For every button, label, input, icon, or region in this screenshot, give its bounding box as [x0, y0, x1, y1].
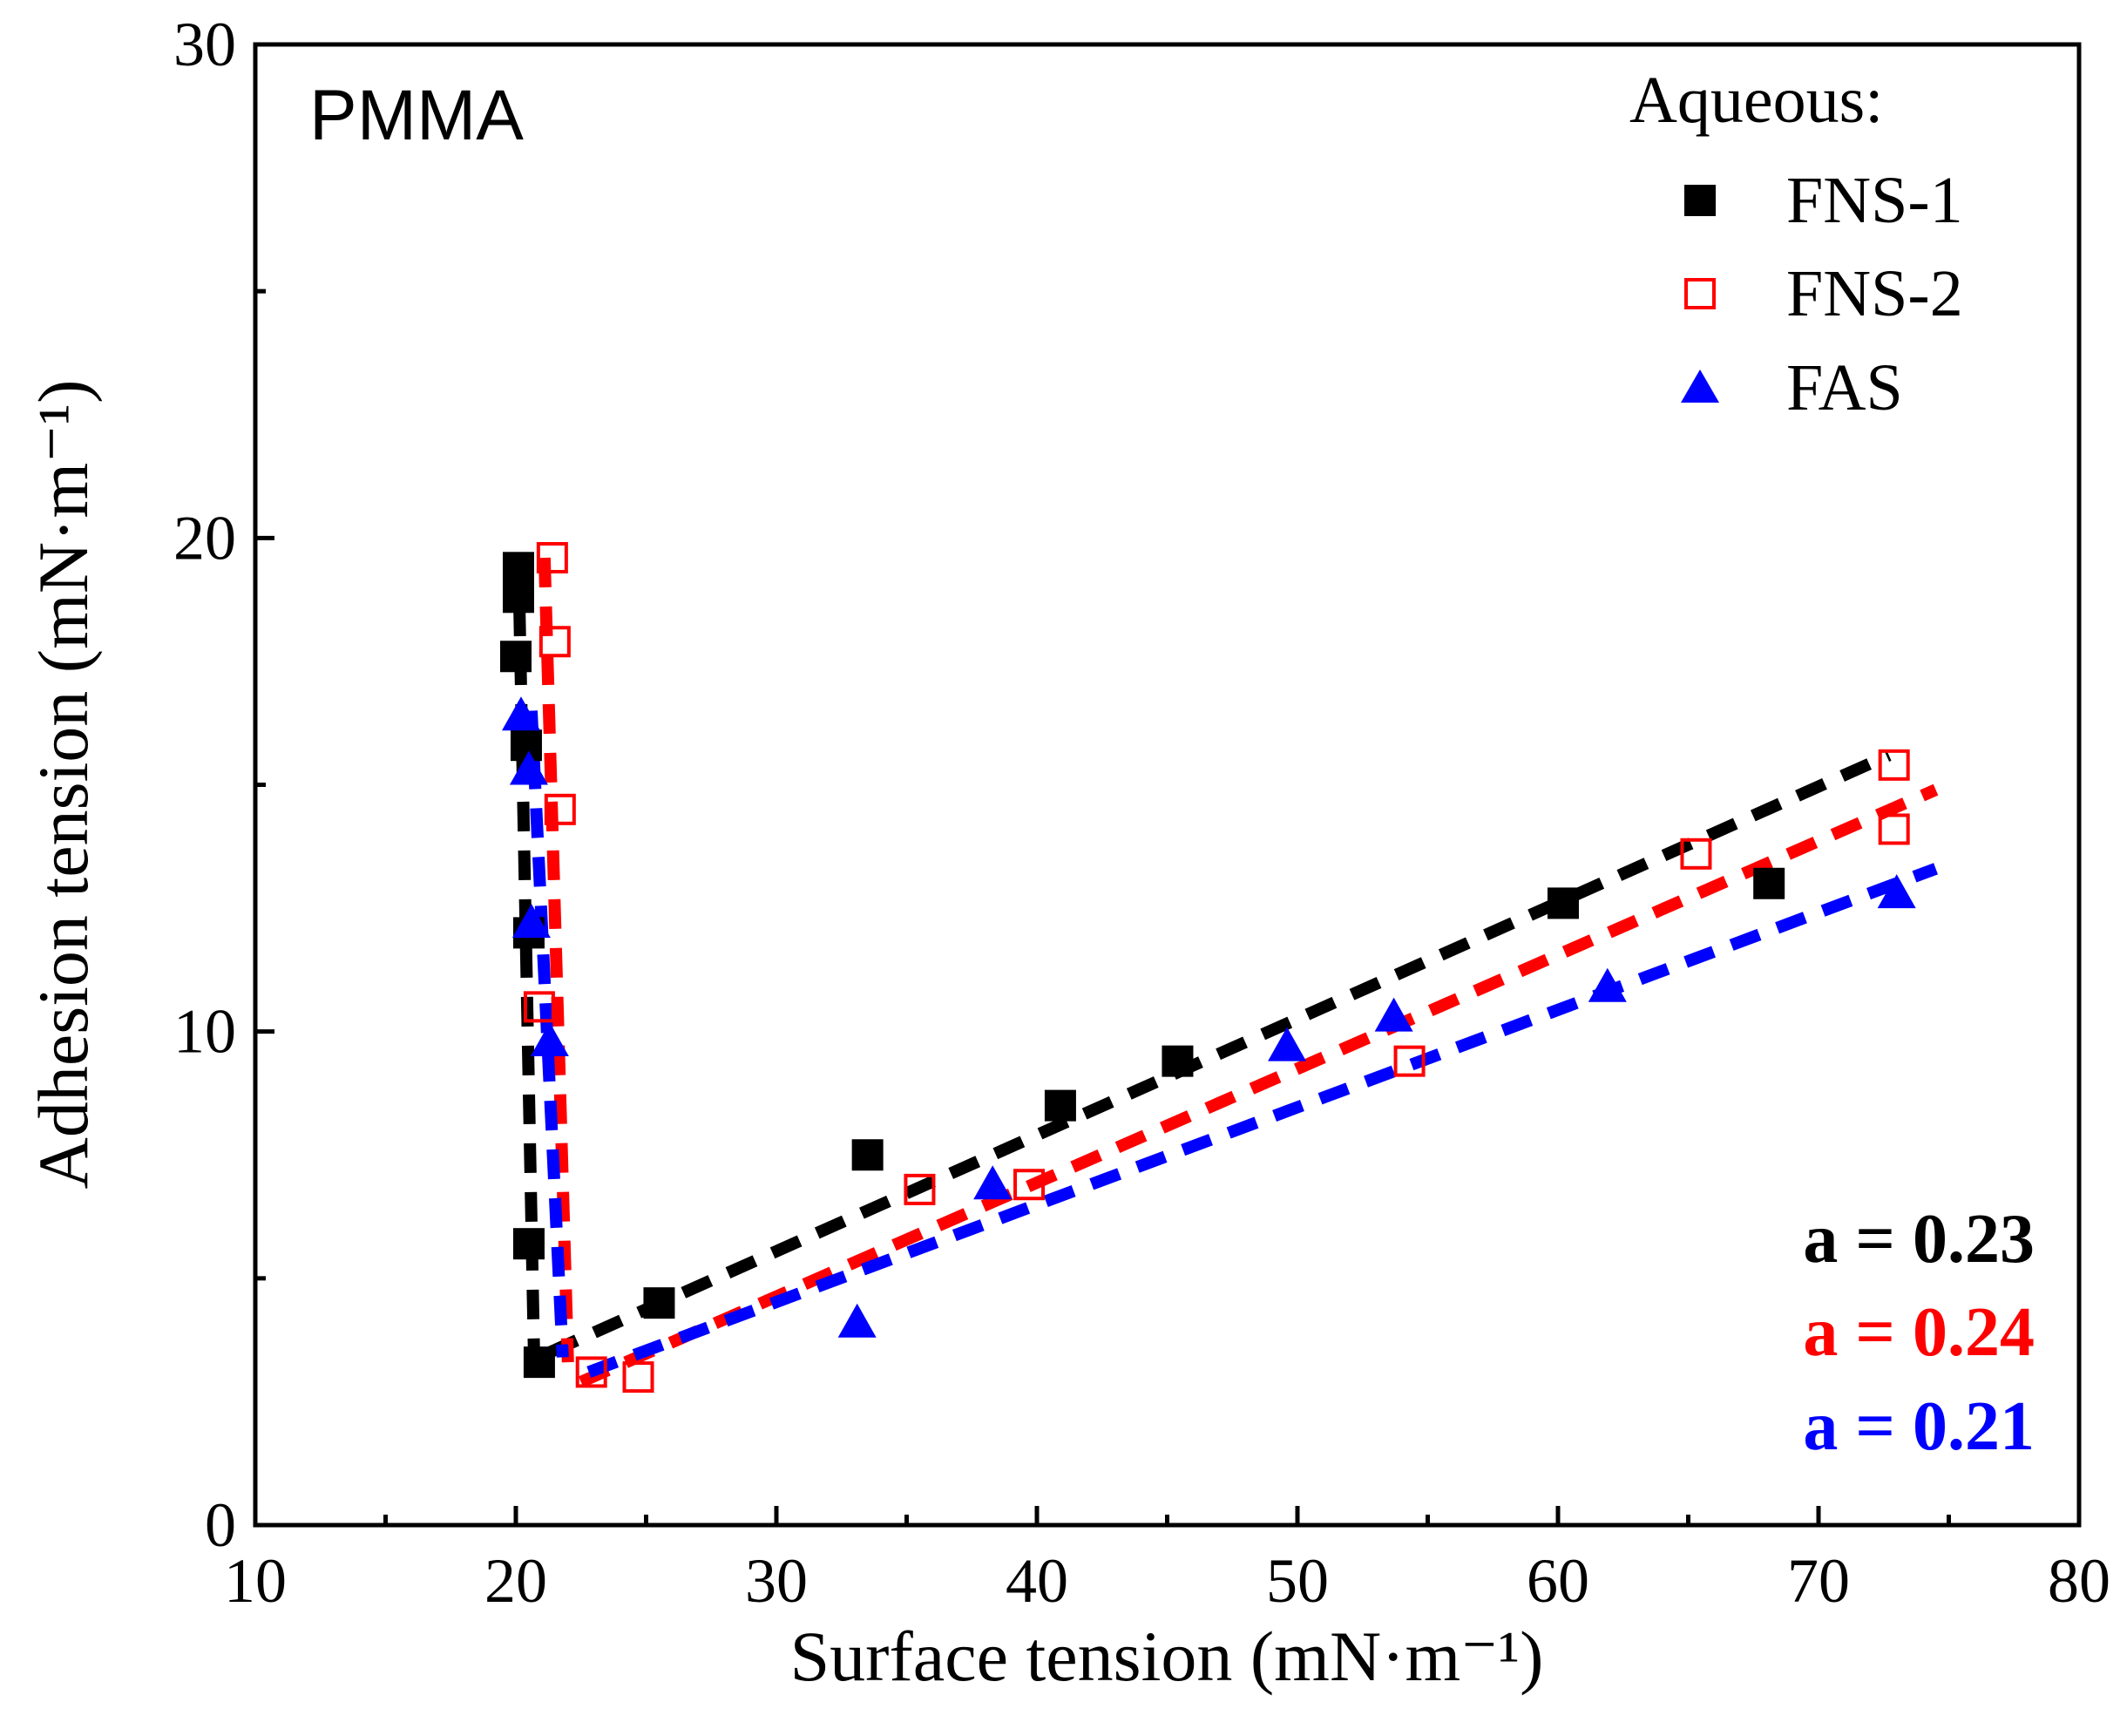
point-fas — [530, 1021, 569, 1056]
point-fas — [1374, 997, 1413, 1032]
point-fas — [837, 1303, 877, 1338]
y-axis-label: Adhesion tension (mN·m⁻¹) — [24, 380, 103, 1190]
fit-line-fns-2 — [538, 557, 574, 1363]
x-tick-label: 70 — [1787, 1546, 1850, 1616]
y-tick-label: 10 — [173, 997, 236, 1067]
fit-lines — [511, 557, 1939, 1388]
point-fns-2 — [904, 1173, 936, 1205]
point-fas — [1588, 967, 1627, 1002]
point-fns-1 — [502, 552, 534, 584]
annotation-fns-2: a = 0.24 — [1803, 1294, 2035, 1371]
point-fns-1 — [502, 581, 534, 614]
point-fns-2 — [1878, 813, 1910, 845]
x-tick-label: 60 — [1527, 1546, 1589, 1616]
fit-line-fas — [525, 710, 569, 1358]
x-tick-label: 10 — [224, 1546, 287, 1616]
point-fas — [511, 904, 551, 939]
point-fns-1 — [1162, 1045, 1194, 1077]
x-tick-label: 80 — [2048, 1546, 2110, 1616]
point-fas — [1268, 1027, 1307, 1061]
fit-line-fns-1 — [511, 557, 540, 1358]
point-fns-2 — [575, 1356, 607, 1388]
point-fns-2 — [1393, 1045, 1426, 1077]
point-fns-2 — [1013, 1169, 1046, 1201]
fit-line-fns-2 — [578, 783, 1939, 1388]
point-fns-1 — [512, 1228, 545, 1260]
point-fas — [1877, 874, 1916, 909]
y-tick-label: 20 — [173, 503, 236, 573]
legend-label-fas: FAS — [1786, 351, 1903, 424]
point-fns-2 — [538, 626, 571, 658]
panel-title: PMMA — [309, 76, 524, 155]
x-tick-label: 40 — [1006, 1546, 1068, 1616]
point-fns-1 — [500, 641, 532, 673]
point-fns-2 — [536, 541, 568, 573]
legend-marker-fas — [1681, 370, 1719, 403]
point-fns-1 — [643, 1287, 675, 1319]
x-tick-label: 20 — [484, 1546, 547, 1616]
legend-title: Aqueous: — [1629, 64, 1883, 137]
legend-label-fns-2: FNS-2 — [1786, 257, 1963, 330]
legend-marker-fns-2 — [1684, 278, 1716, 309]
annotation-fns-1: a = 0.23 — [1803, 1201, 2035, 1278]
fit-line-fns-1 — [547, 749, 1892, 1359]
annotation-fas: a = 0.21 — [1803, 1388, 2035, 1465]
y-tick-label: 30 — [173, 10, 236, 79]
point-fns-1 — [1547, 887, 1579, 919]
axis-ticks — [253, 42, 2082, 1528]
point-fns-1 — [523, 1346, 555, 1379]
x-tick-label: 30 — [745, 1546, 808, 1616]
point-fns-2 — [622, 1361, 654, 1394]
point-fas — [501, 696, 540, 731]
point-fns-1 — [851, 1139, 884, 1171]
point-fns-2 — [1680, 837, 1712, 870]
legend: Aqueous: FNS-1 FNS-2 FAS — [1629, 64, 1963, 424]
point-fns-2 — [523, 991, 555, 1023]
point-fns-2 — [544, 793, 576, 825]
point-fns-2 — [1878, 749, 1910, 781]
y-tick-label: 0 — [205, 1490, 236, 1560]
x-tick-label: 50 — [1266, 1546, 1329, 1616]
legend-marker-fns-1 — [1684, 185, 1716, 216]
point-fns-1 — [1044, 1089, 1076, 1122]
data-points — [500, 541, 1916, 1394]
slope-annotations: a = 0.23 a = 0.24 a = 0.21 — [1803, 1201, 2035, 1465]
legend-label-fns-1: FNS-1 — [1786, 164, 1963, 237]
fit-line-fas — [586, 863, 1939, 1378]
x-axis-label: Surface tension (mN·m⁻¹) — [790, 1617, 1544, 1696]
point-fas — [973, 1165, 1013, 1200]
point-fas — [509, 750, 548, 785]
point-fns-1 — [1753, 867, 1785, 899]
